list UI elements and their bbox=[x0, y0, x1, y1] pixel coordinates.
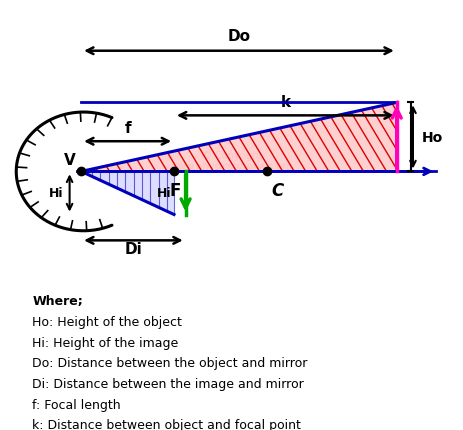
Text: f: f bbox=[124, 120, 131, 135]
Text: Ho: Ho bbox=[421, 131, 443, 144]
Text: Di: Distance between the image and mirror: Di: Distance between the image and mirro… bbox=[32, 377, 304, 390]
Text: k: k bbox=[280, 95, 290, 110]
Text: Do: Do bbox=[227, 29, 250, 44]
Text: Where;: Where; bbox=[32, 295, 83, 307]
Text: k: Distance between object and focal point: k: Distance between object and focal poi… bbox=[32, 418, 300, 430]
Text: F: F bbox=[169, 182, 181, 200]
Text: Hi: Hi bbox=[48, 187, 63, 200]
Text: © Copyright
www.physicstutorials.org: © Copyright www.physicstutorials.org bbox=[170, 150, 293, 172]
Polygon shape bbox=[81, 172, 174, 215]
Text: Di: Di bbox=[124, 242, 142, 257]
Text: Hi: Hi bbox=[157, 187, 171, 200]
Text: Ho: Height of the object: Ho: Height of the object bbox=[32, 315, 182, 328]
Text: C: C bbox=[271, 182, 283, 200]
Text: Do: Distance between the object and mirror: Do: Distance between the object and mirr… bbox=[32, 356, 307, 369]
Text: Hi: Height of the image: Hi: Height of the image bbox=[32, 336, 178, 349]
Polygon shape bbox=[81, 103, 396, 172]
Text: f: Focal length: f: Focal length bbox=[32, 398, 121, 411]
Text: V: V bbox=[63, 152, 75, 167]
